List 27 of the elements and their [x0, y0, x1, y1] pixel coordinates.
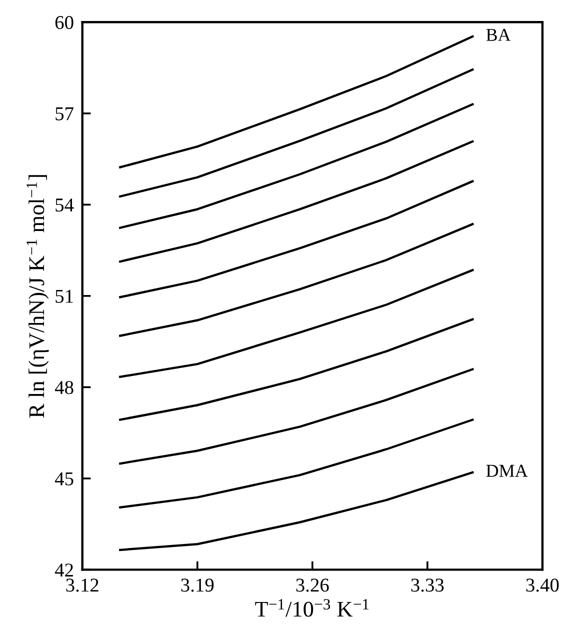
- y-tick-label: 45: [54, 472, 74, 486]
- y-axis-title: R ln [(ηV/hN)/J K$^{−1}$ mol$^{−1}$]: [26, 175, 49, 418]
- x-tick-label: 3.26: [296, 578, 329, 592]
- y-tick-label: 54: [56, 198, 74, 212]
- line-series: [119, 180, 474, 298]
- x-tick-label: 3.33: [411, 578, 444, 592]
- line-series: [119, 140, 474, 263]
- line-series: [119, 318, 474, 421]
- y-tick-label: 57: [56, 107, 74, 120]
- x-tick-label: 3.19: [181, 578, 214, 592]
- series-label: BA: [486, 28, 511, 41]
- line-series: [119, 68, 474, 198]
- y-tick-label: 51: [56, 290, 73, 303]
- line-series: [119, 471, 474, 552]
- line-series: [119, 103, 474, 229]
- line-series: [119, 268, 474, 378]
- line-series: [119, 35, 474, 168]
- y-tick-label: 42: [54, 564, 73, 576]
- line-series: [119, 418, 474, 508]
- x-axis-title: T$^{−1}$/10$^{−3}$ K$^{−1}$: [255, 599, 369, 617]
- line-series: [119, 223, 474, 337]
- x-tick-label: 3.12: [66, 578, 98, 592]
- y-tick-label: 48: [54, 381, 74, 394]
- y-tick-label: 60: [55, 16, 74, 30]
- x-tick-label: 3.40: [526, 578, 559, 592]
- series-label: DMA: [486, 464, 528, 477]
- line-series: [119, 368, 474, 465]
